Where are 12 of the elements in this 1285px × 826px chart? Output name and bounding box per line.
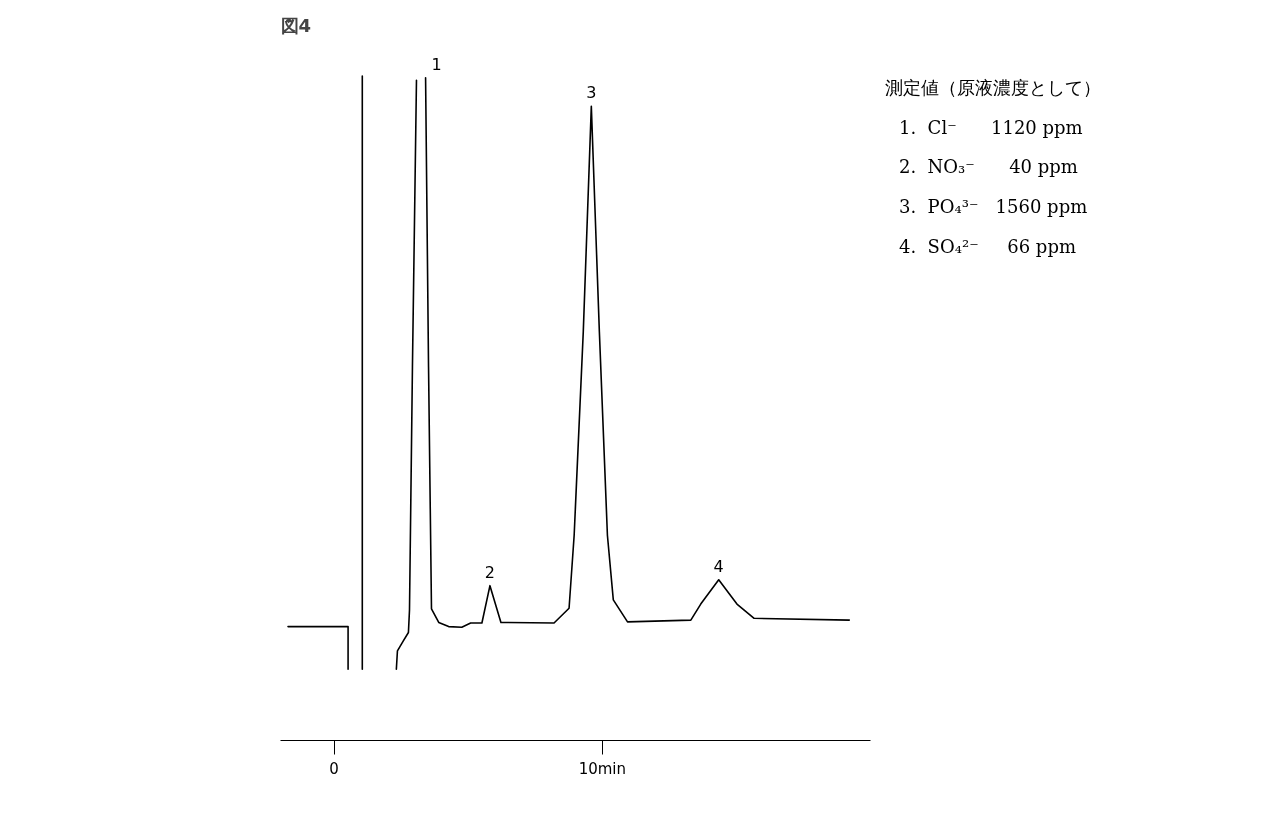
chart-title: 図4 (280, 14, 312, 36)
annotation: 2 (484, 562, 496, 582)
text: 4. SO₄²⁻ 66 ppm (899, 234, 1077, 259)
annotation: 4 (713, 556, 724, 576)
x-tick-label: 10min (578, 759, 627, 778)
annotation: 1 (431, 54, 442, 74)
x-tick-label: 0 (329, 759, 339, 778)
text: 測定値（原液濃度として） (885, 76, 1101, 100)
annotation: 3 (586, 83, 597, 103)
text: 3. PO₄³⁻ 1560 ppm (899, 195, 1089, 220)
text: 2. NO₃⁻ 40 ppm (899, 155, 1079, 180)
text: 1. Cl⁻ 1120 ppm (899, 115, 1084, 140)
